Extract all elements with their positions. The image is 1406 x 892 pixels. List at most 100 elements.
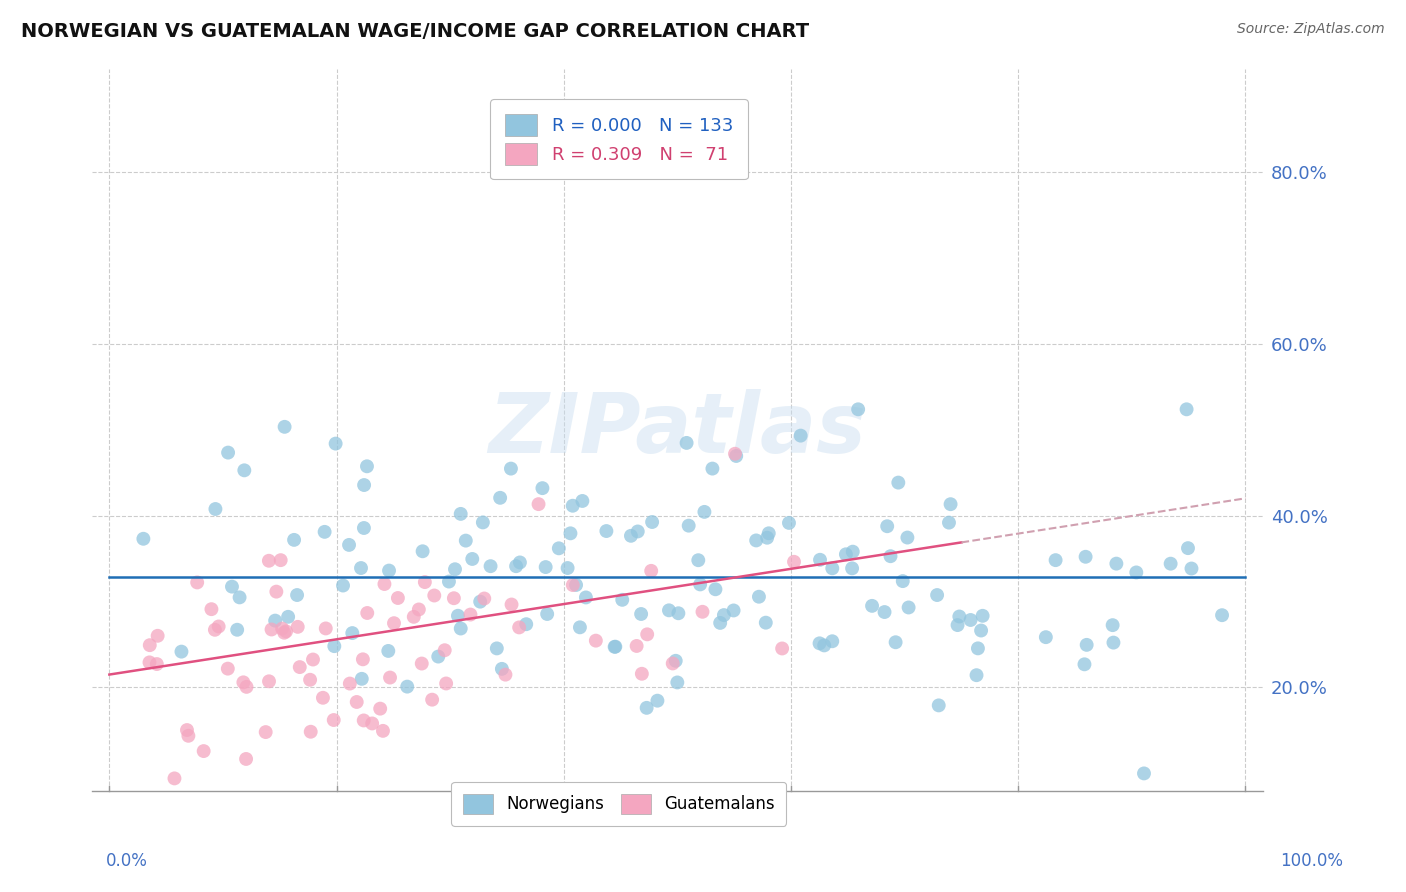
- Point: [368, 701, 391, 715]
- Point: [378, 671, 401, 685]
- Point: [177, 729, 200, 743]
- Point: [356, 606, 378, 620]
- Point: [689, 577, 711, 591]
- Point: [756, 531, 779, 545]
- Point: [460, 607, 482, 622]
- Point: [661, 657, 683, 671]
- Point: [821, 634, 844, 648]
- Point: [1045, 553, 1067, 567]
- Point: [626, 639, 648, 653]
- Point: [748, 590, 770, 604]
- Point: [353, 478, 375, 492]
- Point: [658, 603, 681, 617]
- Point: [163, 772, 186, 786]
- Point: [666, 607, 689, 621]
- Point: [254, 725, 277, 739]
- Point: [146, 657, 169, 671]
- Point: [233, 463, 256, 477]
- Point: [447, 608, 470, 623]
- Point: [200, 602, 222, 616]
- Point: [1160, 557, 1182, 571]
- Point: [266, 584, 288, 599]
- Point: [713, 608, 735, 623]
- Point: [603, 640, 626, 654]
- Point: [204, 623, 226, 637]
- Point: [709, 615, 731, 630]
- Point: [491, 662, 513, 676]
- Point: [235, 752, 257, 766]
- Point: [605, 640, 627, 654]
- Point: [472, 591, 495, 606]
- Point: [620, 529, 643, 543]
- Point: [939, 497, 962, 511]
- Point: [257, 554, 280, 568]
- Point: [1175, 402, 1198, 417]
- Point: [353, 714, 375, 728]
- Point: [339, 676, 361, 690]
- Point: [444, 562, 467, 576]
- Point: [783, 555, 806, 569]
- Point: [688, 553, 710, 567]
- Point: [408, 602, 430, 616]
- Point: [897, 600, 920, 615]
- Point: [1102, 635, 1125, 649]
- Point: [887, 475, 910, 490]
- Point: [412, 544, 434, 558]
- Point: [561, 499, 583, 513]
- Point: [534, 560, 557, 574]
- Legend: Norwegians, Guatemalans: Norwegians, Guatemalans: [451, 782, 786, 826]
- Point: [948, 609, 970, 624]
- Point: [461, 552, 484, 566]
- Text: ZIPatlas: ZIPatlas: [488, 389, 866, 470]
- Point: [508, 620, 530, 634]
- Point: [312, 690, 335, 705]
- Point: [283, 533, 305, 547]
- Point: [479, 559, 502, 574]
- Point: [433, 643, 456, 657]
- Point: [342, 626, 364, 640]
- Point: [972, 608, 994, 623]
- Point: [808, 636, 831, 650]
- Point: [970, 624, 993, 638]
- Point: [264, 614, 287, 628]
- Point: [315, 622, 337, 636]
- Point: [808, 553, 831, 567]
- Point: [299, 724, 322, 739]
- Point: [821, 561, 844, 575]
- Point: [420, 692, 443, 706]
- Point: [1211, 608, 1233, 623]
- Point: [454, 533, 477, 548]
- Point: [1073, 657, 1095, 672]
- Point: [217, 445, 239, 459]
- Point: [235, 680, 257, 694]
- Point: [396, 680, 419, 694]
- Point: [967, 641, 990, 656]
- Point: [302, 652, 325, 666]
- Point: [277, 609, 299, 624]
- Point: [1101, 618, 1123, 632]
- Point: [873, 605, 896, 619]
- Point: [437, 574, 460, 589]
- Point: [228, 591, 250, 605]
- Point: [813, 639, 835, 653]
- Point: [485, 641, 508, 656]
- Point: [402, 610, 425, 624]
- Point: [665, 654, 688, 668]
- Point: [350, 561, 373, 575]
- Point: [1074, 549, 1097, 564]
- Point: [612, 592, 634, 607]
- Point: [146, 629, 169, 643]
- Point: [382, 616, 405, 631]
- Point: [547, 541, 569, 556]
- Point: [361, 716, 384, 731]
- Point: [470, 594, 492, 608]
- Point: [346, 695, 368, 709]
- Point: [678, 518, 700, 533]
- Point: [314, 524, 336, 539]
- Point: [1177, 541, 1199, 556]
- Point: [527, 497, 550, 511]
- Point: [489, 491, 512, 505]
- Point: [322, 713, 344, 727]
- Point: [378, 564, 401, 578]
- Point: [770, 641, 793, 656]
